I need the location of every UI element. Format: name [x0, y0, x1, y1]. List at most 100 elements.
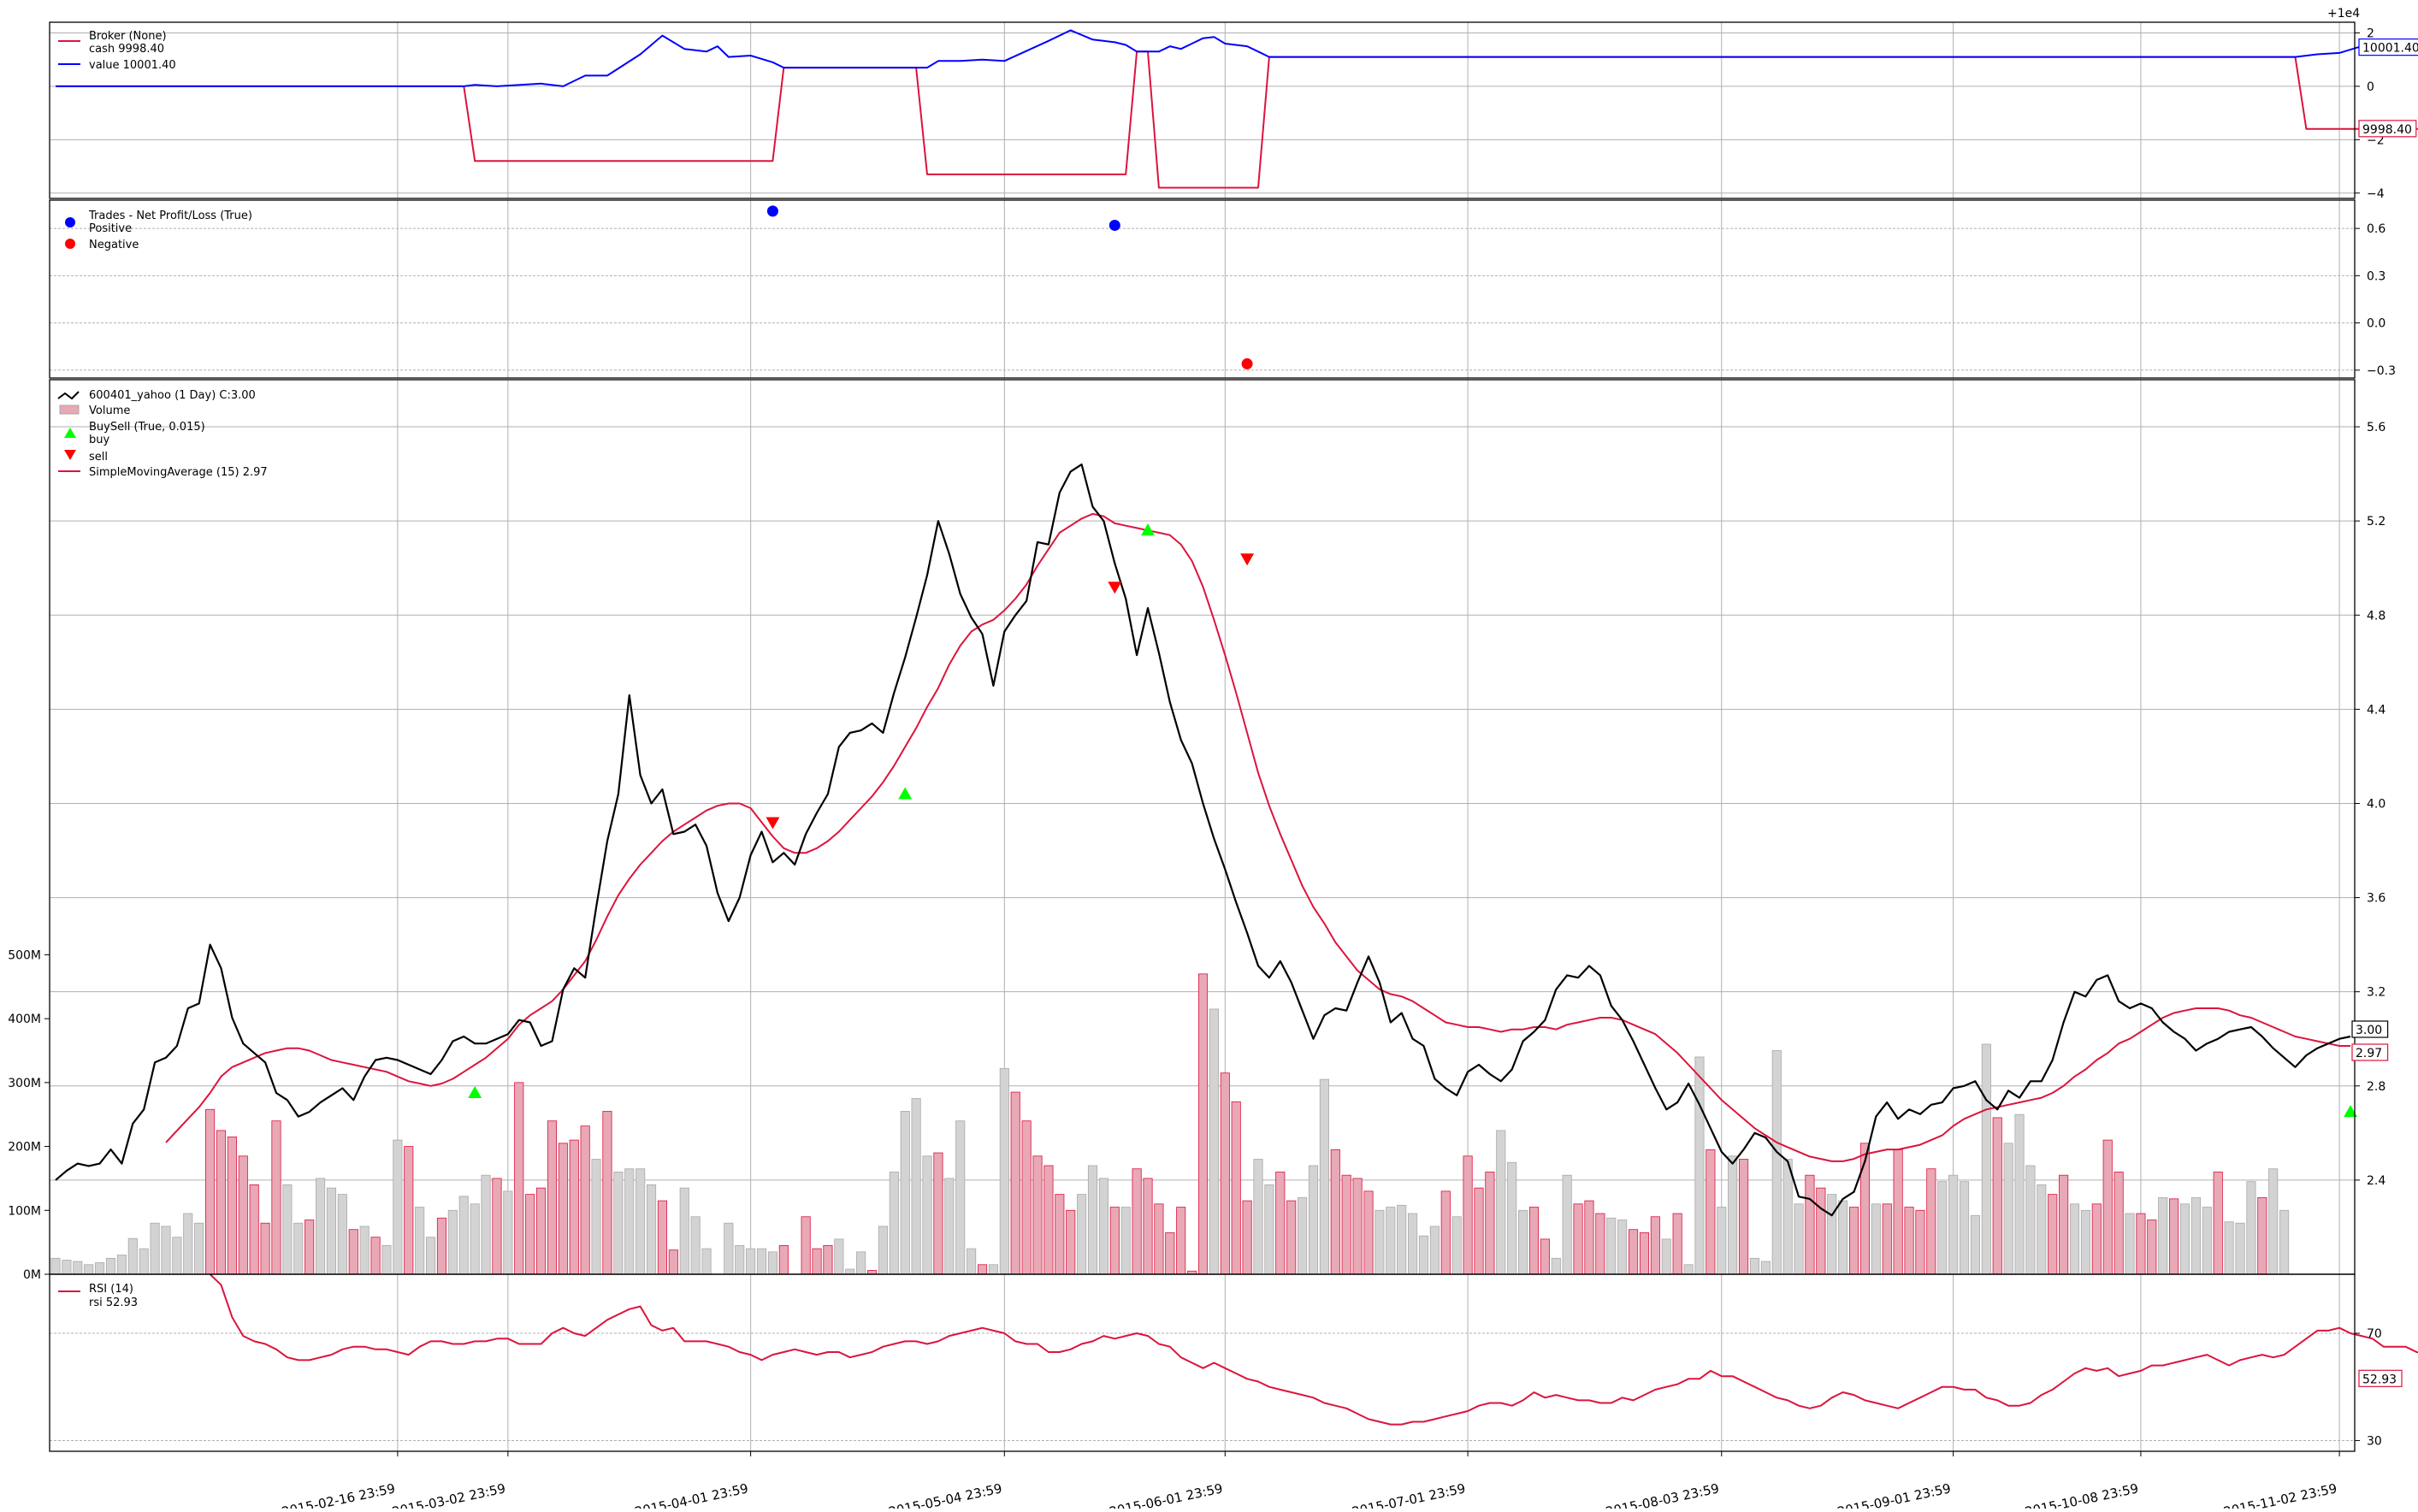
volume-bar-up — [1728, 1155, 1738, 1275]
volume-bar-down — [2169, 1198, 2179, 1275]
volume-bar-up — [1606, 1217, 1617, 1275]
volume-bar-down — [1573, 1203, 1583, 1275]
volume-bar-down — [1738, 1159, 1749, 1275]
positive-trade-marker — [766, 205, 778, 217]
volume-bar-down — [304, 1220, 315, 1275]
volume-bar-down — [1341, 1174, 1351, 1275]
broker-y-tick-label: 0 — [2367, 80, 2374, 94]
broker-y-tick-label: −4 — [2367, 187, 2385, 201]
volume-bar-up — [2235, 1222, 2245, 1275]
price-y-tick-label: 2.8 — [2367, 1080, 2385, 1094]
volume-bar-up — [646, 1184, 657, 1275]
buy-marker — [1141, 523, 1156, 536]
volume-bar-down — [436, 1217, 447, 1275]
volume-bar-up — [746, 1248, 756, 1275]
volume-bar-up — [1418, 1235, 1429, 1275]
volume-bar-up — [1683, 1264, 1694, 1275]
volume-bar-down — [1629, 1229, 1639, 1275]
volume-bar-up — [2202, 1207, 2212, 1275]
volume-bar-up — [1319, 1078, 1329, 1275]
volume-bar-up — [834, 1238, 844, 1275]
volume-bar-up — [50, 1257, 61, 1275]
volume-bar-down — [1882, 1203, 1892, 1275]
sell-marker — [1240, 553, 1255, 566]
volume-bar-down — [977, 1264, 988, 1275]
buy-marker — [898, 787, 913, 800]
volume-bar-up — [2003, 1143, 2013, 1275]
volume-bar-down — [1352, 1178, 1363, 1275]
volume-bar-up — [2037, 1184, 2047, 1275]
volume-bar-down — [348, 1229, 358, 1275]
volume-bar-down — [1109, 1207, 1120, 1275]
close-last-label-box — [2351, 1020, 2389, 1038]
volume-bar-up — [426, 1237, 436, 1275]
close-legend-label: 600401_yahoo (1 Day) C:3.00 — [89, 389, 256, 402]
sell-legend-label: sell — [89, 451, 108, 464]
volume-bar-down — [2257, 1196, 2267, 1275]
volume-bar-up — [1948, 1174, 1959, 1275]
volume-bar-down — [1672, 1213, 1682, 1275]
volume-bar-up — [2190, 1196, 2201, 1275]
volume-bar-down — [1584, 1200, 1594, 1275]
volume-bar-up — [1209, 1008, 1219, 1275]
volume-bar-up — [944, 1178, 955, 1275]
volume-bar-up — [1408, 1213, 1418, 1275]
volume-bar-down — [1474, 1187, 1484, 1275]
volume-bar-up — [62, 1260, 72, 1275]
volume-bar-down — [404, 1146, 414, 1275]
volume-bar-up — [393, 1139, 403, 1275]
close-legend-swatch — [57, 391, 80, 400]
volume-bar-up — [2025, 1165, 2036, 1275]
broker-offset-label: +1e4 — [2327, 7, 2360, 21]
value-last-label-box — [2358, 38, 2418, 56]
volume-bar-up — [481, 1174, 491, 1275]
volume-bar-down — [558, 1143, 568, 1275]
volume-bar-down — [1848, 1207, 1859, 1275]
volume-bar-up — [1507, 1161, 1517, 1275]
volume-tick-label: 300M — [8, 1077, 41, 1090]
volume-bar-up — [1760, 1261, 1771, 1275]
volume-bar-down — [2114, 1172, 2124, 1275]
volume-bar-down — [1231, 1101, 1241, 1275]
volume-bar-down — [238, 1155, 248, 1275]
volume-bar-down — [547, 1120, 558, 1275]
volume-bar-up — [1429, 1226, 1440, 1275]
volume-bar-down — [801, 1216, 811, 1275]
volume-bar-up — [889, 1172, 899, 1275]
price-y-tick-label: 5.2 — [2367, 515, 2385, 529]
volume-bar-up — [988, 1264, 998, 1275]
cash-last-label: 9998.40 — [2362, 123, 2412, 137]
price-y-tick-label: 5.6 — [2367, 421, 2385, 434]
volume-legend-swatch — [59, 405, 80, 415]
volume-bar-up — [84, 1264, 94, 1275]
trades-y-tick-label: 0.0 — [2367, 317, 2385, 331]
volume-bar-up — [139, 1248, 149, 1275]
rsi-last-label-box — [2358, 1369, 2403, 1387]
volume-bar-up — [679, 1187, 689, 1275]
volume-bar-up — [1937, 1181, 1948, 1275]
volume-bar-up — [415, 1207, 425, 1275]
volume-bar-up — [2246, 1181, 2256, 1275]
volume-bar-up — [150, 1222, 160, 1275]
volume-bar-down — [2102, 1139, 2113, 1275]
sma-line — [165, 512, 2350, 1162]
volume-bar-up — [1496, 1130, 1506, 1275]
volume-bar-up — [1120, 1207, 1131, 1275]
volume-bar-up — [1087, 1165, 1098, 1275]
close-price-line — [55, 464, 2351, 1217]
rsi-last-label: 52.93 — [2362, 1373, 2397, 1386]
volume-bar-up — [1970, 1214, 1980, 1275]
volume-bar-down — [1021, 1120, 1032, 1275]
negative-legend-swatch — [65, 239, 75, 249]
volume-bar-down — [1926, 1168, 1936, 1275]
volume-bar-down — [492, 1178, 502, 1275]
volume-bar-down — [1330, 1149, 1340, 1275]
volume-bar-down — [2059, 1174, 2069, 1275]
volume-bar-down — [1440, 1190, 1451, 1275]
volume-bar-down — [580, 1125, 590, 1275]
buy-marker — [2344, 1105, 2357, 1118]
volume-bar-up — [2125, 1213, 2135, 1275]
volume-bar-up — [724, 1222, 734, 1275]
volume-bar-up — [1694, 1056, 1705, 1275]
